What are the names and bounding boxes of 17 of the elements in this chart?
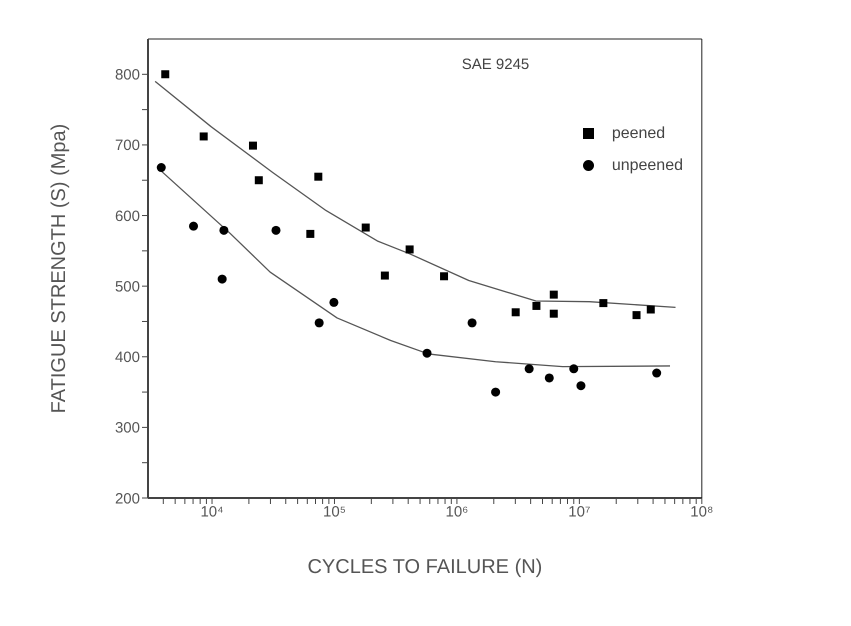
x-tick-label: 10⁸ bbox=[690, 504, 714, 521]
y-tick-label: 400 bbox=[114, 349, 140, 366]
y-tick-label: 800 bbox=[114, 66, 140, 84]
x-tick-label: 10⁷ bbox=[568, 504, 590, 521]
legend-label: peened bbox=[612, 125, 666, 142]
y-tick-label: 700 bbox=[114, 137, 140, 154]
x-tick-label: 10⁶ bbox=[445, 504, 468, 521]
y-tick-label: 300 bbox=[114, 420, 140, 437]
x-tick-label: 10⁵ bbox=[323, 504, 346, 521]
text: SAE 9245 bbox=[462, 56, 530, 73]
x-tick-label: 10⁴ bbox=[200, 504, 224, 521]
x-axis-title: CYCLES TO FAILURE (N) bbox=[307, 556, 542, 578]
y-tick-label: 500 bbox=[114, 278, 140, 296]
y-tick-label: 200 bbox=[114, 490, 140, 508]
legend-label: unpeened bbox=[612, 157, 683, 174]
y-axis-title: FATIGUE STRENGTH (S) (Mpa) bbox=[48, 124, 70, 414]
y-tick-label: 600 bbox=[114, 208, 140, 225]
